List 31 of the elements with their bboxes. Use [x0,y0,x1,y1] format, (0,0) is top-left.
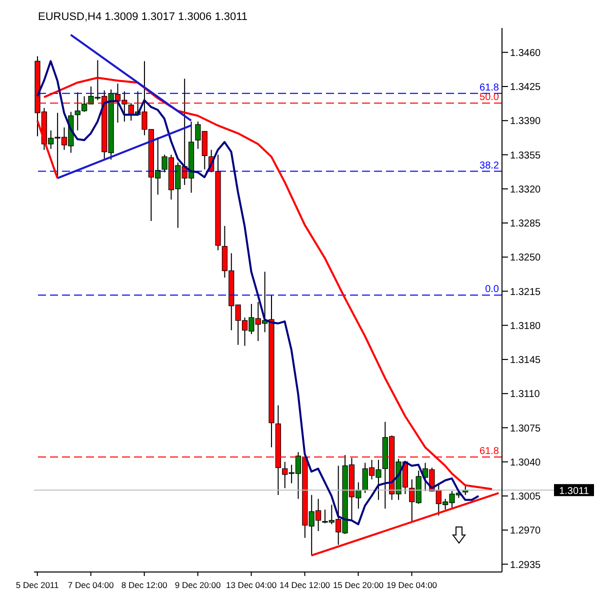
x-tick-label: 9 Dec 20:00 [174,580,221,590]
y-tick-label: 1.3110 [510,389,540,400]
y-tick-label: 1.3460 [510,48,542,59]
ref-line-label: 1.3011 [559,486,590,498]
y-tick-label: 1.2935 [510,560,542,571]
y-tick-label: 1.3425 [510,82,542,94]
annotation: 50.0 [480,92,500,104]
x-tick-label: 7 Dec 04:00 [68,580,114,590]
y-tick-label: 1.3390 [510,116,542,128]
y-tick-label: 1.3075 [510,423,542,434]
annotation: 0.0 [485,284,500,296]
chart-title: EURUSD,H4 1.3009 1.3017 1.3006 1.3011 [38,11,248,23]
y-tick-label: 1.3040 [510,457,542,468]
x-tick-label: 14 Dec 12:00 [279,580,330,590]
annotation: 38.2 [480,160,500,172]
x-tick-label: 19 Dec 04:00 [386,580,438,590]
y-tick-label: 1.3180 [510,320,542,332]
annotation: 61.8 [480,82,500,94]
y-tick-label: 1.3215 [510,286,542,298]
annotation: 61.8 [480,446,500,457]
x-tick-label: 5 Dec 2011 [16,580,60,590]
y-tick-label: 1.3005 [510,492,542,503]
x-tick-label: 15 Dec 20:00 [332,580,384,590]
y-tick-label: 1.3145 [510,355,542,366]
y-tick-label: 1.3285 [510,218,542,230]
y-tick-label: 1.2970 [510,526,542,537]
x-tick-label: 13 Dec 04:00 [226,580,277,590]
y-tick-label: 1.3320 [510,184,542,196]
x-tick-label: 8 Dec 12:00 [121,580,168,590]
y-tick-label: 1.3355 [510,150,542,162]
y-tick-label: 1.3250 [510,252,542,264]
